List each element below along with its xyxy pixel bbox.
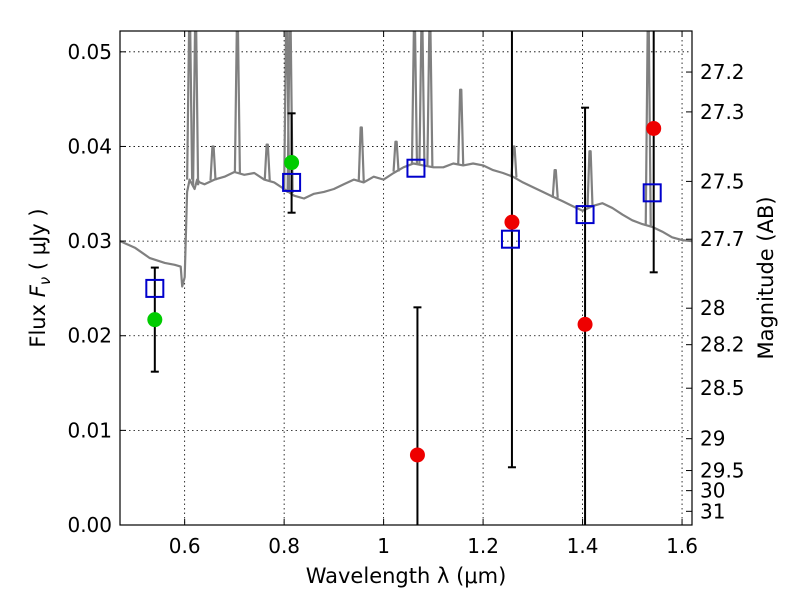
y-axis-right-label: Magnitude (AB) <box>754 196 778 359</box>
x-tick-label: 0.6 <box>169 534 201 558</box>
model-flux-square <box>575 205 595 225</box>
x-tick-label: 1.6 <box>666 534 698 558</box>
emission-line-spike <box>186 31 194 180</box>
x-tick-label: 1.2 <box>467 534 499 558</box>
emission-line-spike <box>209 145 217 181</box>
model-flux-square <box>500 229 520 249</box>
y-tick-label: 0.03 <box>67 229 112 253</box>
model-flux-square <box>642 183 662 203</box>
spectrum-line <box>120 162 692 288</box>
gridlines <box>120 31 692 525</box>
mag-tick-label: 27.2 <box>700 60 745 84</box>
plot-frame <box>119 30 693 526</box>
model-flux-square <box>145 278 165 298</box>
x-tick-label: 0.8 <box>268 534 300 558</box>
mag-tick-label: 29 <box>700 427 725 451</box>
y-axis-label: Flux Fν ( μJy ) <box>26 208 54 347</box>
emission-line-spike <box>392 140 400 172</box>
emission-line-spike <box>233 31 241 173</box>
mag-tick-label: 30 <box>700 479 725 503</box>
y-tick-label: 0.01 <box>67 418 112 442</box>
model-flux-square <box>406 158 426 178</box>
mag-tick-label: 27.5 <box>700 169 745 193</box>
emission-line-spike <box>192 31 200 186</box>
x-axis-label: Wavelength λ (μm) <box>306 564 507 588</box>
plot-data <box>120 31 692 525</box>
model-flux-square <box>282 172 302 192</box>
y-tick-label: 0.00 <box>67 513 112 537</box>
emission-line-spike <box>357 126 365 182</box>
emission-line-spike <box>457 88 465 165</box>
mag-tick-label: 31 <box>700 499 725 523</box>
observed-flux-point <box>409 447 425 463</box>
emission-line-spike <box>551 169 559 198</box>
y-tick-label: 0.02 <box>67 324 112 348</box>
emission-line-spike <box>586 150 594 208</box>
mag-tick-label: 27.7 <box>700 227 745 251</box>
observed-flux-point <box>284 155 300 171</box>
mag-tick-label: 29.5 <box>700 459 745 483</box>
x-tick-label: 1.4 <box>567 534 599 558</box>
x-tick-label: 1 <box>377 534 390 558</box>
emission-line-spike <box>418 31 426 166</box>
y-tick-label: 0.05 <box>67 40 112 64</box>
mag-tick-label: 27.3 <box>700 100 745 124</box>
mag-tick-label: 28.5 <box>700 376 745 400</box>
observed-flux-point <box>504 214 520 230</box>
mag-tick-label: 28.2 <box>700 333 745 357</box>
emission-line-spike <box>263 143 271 181</box>
emission-line-spike <box>410 31 419 164</box>
emission-line-spike <box>286 31 294 194</box>
observed-flux-point <box>577 316 593 332</box>
emission-line-spike <box>426 31 434 167</box>
y-tick-label: 0.04 <box>67 134 112 158</box>
observed-flux-point <box>646 120 662 136</box>
observed-flux-point <box>147 312 163 328</box>
mag-tick-label: 28 <box>700 296 725 320</box>
axis-ticks: 0.6 0.8 1 1.2 1.4 1.6 0.00 0.01 0.02 0.03 0.04 0.05… <box>67 31 745 558</box>
